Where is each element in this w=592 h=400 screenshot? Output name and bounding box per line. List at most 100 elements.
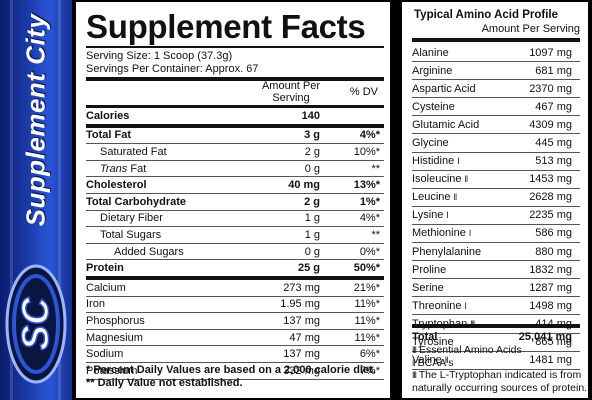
nutrient-name: Total Sugars — [86, 226, 210, 244]
amino-row: Valine ǁ 1481 mg — [412, 351, 580, 370]
facts-row: Iron 1.95 mg 11%* — [86, 296, 384, 314]
divider — [86, 105, 384, 108]
tryptophan-marker: ǀǀǀ — [412, 370, 417, 380]
brand-name: Supplement City — [20, 13, 51, 227]
essential-marker: ǀǀǀ — [412, 345, 417, 355]
column-dv: % DV — [349, 86, 378, 98]
amino-row: Lysine ǀ 2235 mg — [412, 206, 580, 225]
amino-row: Serine 1287 mg — [412, 278, 580, 298]
nutrient-dv: 21%* — [334, 277, 384, 297]
footnote-not-established: ** Daily Value not established. — [86, 377, 243, 389]
nutrient-amount: 140 — [210, 108, 334, 128]
amino-name: Histidine ǀ — [412, 152, 511, 171]
amino-name-text: Glycine — [412, 137, 449, 150]
facts-table: Calories 140 Total Fat 3 g 4%* Saturated Fat 2… — [86, 108, 384, 380]
amino-marker: ǀ — [446, 210, 449, 221]
amino-name-text: Proline — [412, 263, 447, 276]
nutrient-name: Potassium — [86, 362, 210, 380]
facts-row: Potassium 332 mg 7%* — [86, 362, 384, 380]
nutrient-dv: 1%* — [334, 193, 384, 211]
column-headers: Amount Per Serving % DV — [86, 80, 384, 106]
facts-row: Saturated Fat 2 g 10%* — [86, 143, 384, 161]
nutrient-amount: 137 mg — [210, 345, 334, 363]
serving-size: Serving Size: 1 Scoop (37.3g) — [86, 50, 233, 62]
nutrient-name: Magnesium — [86, 329, 210, 347]
nutrient-amount: 0 g — [210, 243, 334, 261]
amino-amount: 1097 mg — [510, 44, 580, 63]
amino-amount: 513 mg — [510, 152, 580, 171]
note-text: BCAA's — [417, 356, 454, 369]
amino-row: Leucine ǁ 2628 mg — [412, 188, 580, 207]
amino-total-label: Total — [412, 331, 438, 343]
amino-amount: 1481 mg — [510, 351, 580, 370]
facts-row: Total Sugars 1 g ** — [86, 226, 384, 244]
nutrient-label: Total Fat — [86, 129, 132, 142]
footnote-dv: * Percent Daily Values are based on a 2,… — [86, 364, 376, 376]
amino-name: Valine ǁ — [412, 351, 511, 370]
amino-acid-panel: Typical Amino Acid Profile Amount Per Se… — [402, 2, 588, 398]
nutrient-label: Calories — [86, 109, 130, 122]
facts-row: Calcium 273 mg 21%* — [86, 277, 384, 297]
nutrient-name: Cholesterol — [86, 176, 210, 194]
nutrient-name: Saturated Fat — [86, 143, 210, 161]
amino-amount: 1287 mg — [510, 278, 580, 298]
nutrient-dv: ** — [334, 160, 384, 178]
nutrient-dv: 11%* — [334, 296, 384, 314]
amino-name-text: Cysteine — [412, 100, 455, 113]
column-amount-line1: Amount Per — [261, 80, 321, 92]
amino-notes: ǀǀǀ Essential Amino Acids ǁ BCAA's ǀǀǀ T… — [412, 344, 588, 394]
amino-name-text: Tyrosine — [412, 336, 454, 349]
amino-name-text: Threonine — [412, 299, 462, 312]
amino-amount: 4309 mg — [510, 115, 580, 135]
brand-logo-icon: SC — [5, 264, 67, 384]
nutrient-name: Added Sugars — [86, 243, 210, 261]
servings-per-container: Servings Per Container: Approx. 67 — [86, 63, 259, 75]
amino-total-row: Total 25,041 mg — [412, 324, 580, 346]
nutrient-dv: 13%* — [334, 176, 384, 194]
nutrient-label: Sodium — [86, 348, 124, 361]
nutrient-amount: 273 mg — [210, 277, 334, 297]
amino-name: Tyrosine — [412, 333, 511, 352]
amino-marker: ǁ — [464, 174, 469, 185]
amino-name-text: Isoleucine — [412, 173, 462, 186]
column-amount-line2: Serving — [272, 92, 310, 104]
facts-row: Total Fat 3 g 4%* — [86, 125, 384, 145]
amino-name-text: Phenylalanine — [412, 245, 482, 258]
amino-amount: 2370 mg — [510, 79, 580, 99]
divider — [86, 46, 384, 48]
nutrient-amount: 1 g — [210, 210, 334, 228]
nutrient-name: Total Carbohydrate — [86, 193, 210, 211]
nutrient-dv: 4%* — [334, 125, 384, 145]
amino-marker: ǀǀǀ — [470, 318, 475, 329]
nutrient-amount: 332 mg — [210, 362, 334, 380]
nutrient-dv: 7%* — [334, 362, 384, 380]
nutrient-dv: 11%* — [334, 329, 384, 347]
nutrient-label: Total Carbohydrate — [86, 195, 187, 208]
amino-name-text: Histidine — [412, 155, 455, 168]
facts-row: Phosphorus 137 mg 11%* — [86, 312, 384, 330]
nutrient-dv: 0%* — [334, 243, 384, 261]
amino-amount: 865 mg — [510, 333, 580, 352]
amino-row: Glutamic Acid 4309 mg — [412, 115, 580, 135]
nutrient-amount: 1 g — [210, 226, 334, 244]
amino-marker: ǀ — [457, 156, 460, 167]
amino-name-text: Serine — [412, 281, 444, 294]
facts-row: Magnesium 47 mg 11%* — [86, 329, 384, 347]
nutrient-label-suffix: Fat — [127, 162, 147, 175]
facts-row: Added Sugars 0 g 0%* — [86, 243, 384, 261]
nutrient-label: Trans — [100, 162, 128, 175]
amino-name: Phenylalanine — [412, 242, 511, 262]
amino-row: Tyrosine 865 mg — [412, 333, 580, 352]
facts-row: Total Carbohydrate 2 g 1%* — [86, 193, 384, 211]
amino-name: Threonine ǀ — [412, 296, 511, 316]
amino-name: Arginine — [412, 61, 511, 81]
nutrient-name: Calcium — [86, 277, 210, 297]
nutrient-amount: 3 g — [210, 125, 334, 145]
facts-row: Protein 25 g 50%* — [86, 259, 384, 280]
amino-amount: 681 mg — [510, 61, 580, 81]
amino-name-text: Alanine — [412, 46, 449, 59]
nutrient-dv: 4%* — [334, 210, 384, 228]
nutrient-name: Total Fat — [86, 125, 210, 145]
nutrient-label: Iron — [86, 298, 105, 311]
nutrient-amount: 0 g — [210, 160, 334, 178]
